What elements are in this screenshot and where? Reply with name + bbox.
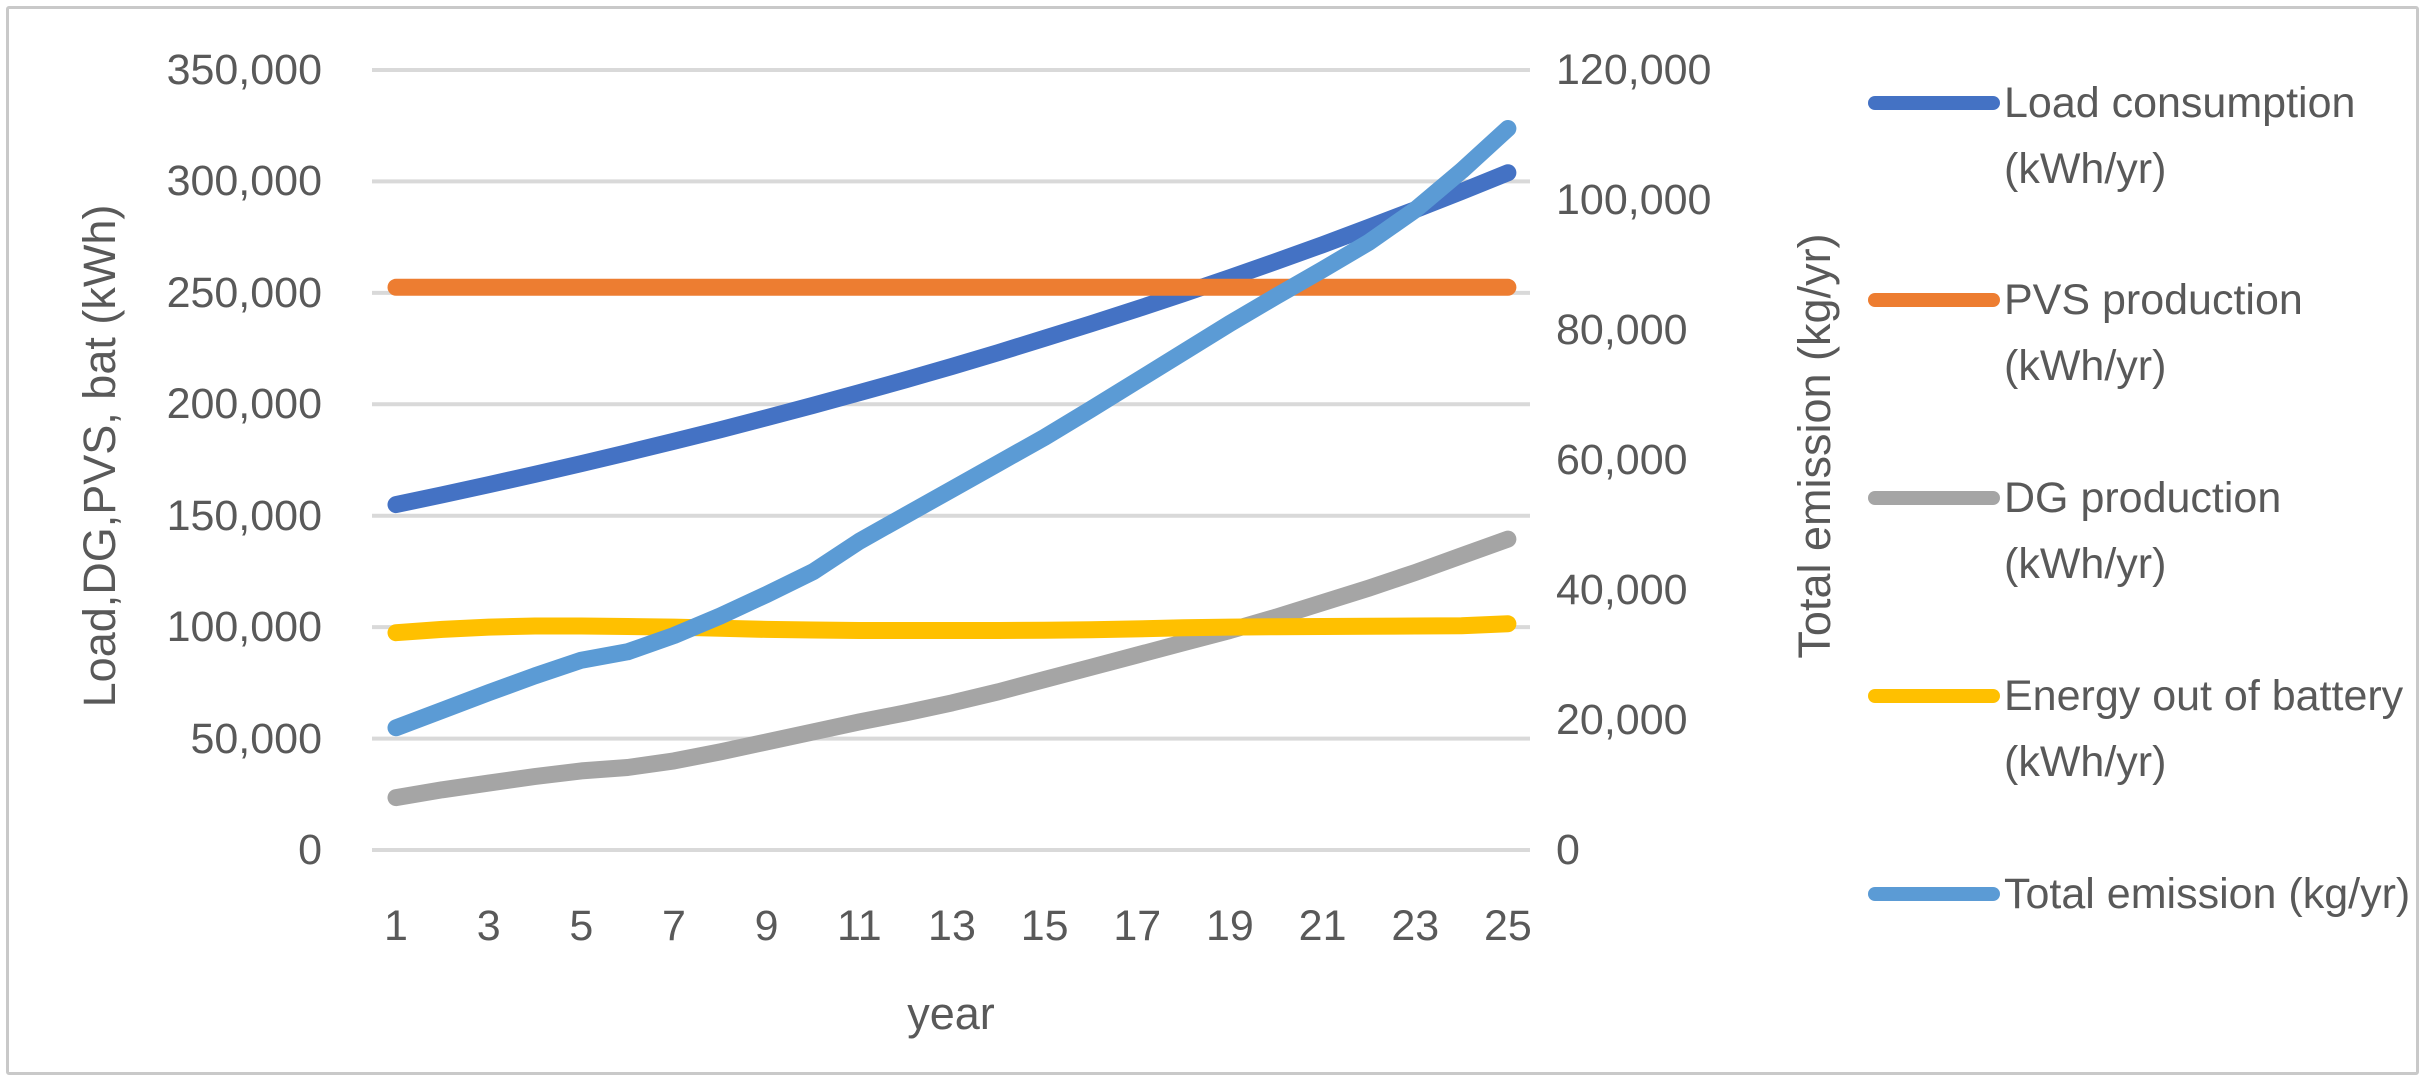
series-line-energy-out-of-battery-kwh-yr <box>387 615 1517 642</box>
right-axis-tick: 0 <box>1556 826 1580 874</box>
legend-swatch-energy-out-of-battery-kwh-yr <box>1868 689 2000 703</box>
legend-label: Load consumption (kWh/yr) <box>2004 79 2356 193</box>
x-axis-tick: 17 <box>1113 902 1162 950</box>
x-axis-tick: 19 <box>1206 902 1254 950</box>
left-axis-tick: 350,000 <box>166 46 322 94</box>
left-axis-tick: 100,000 <box>166 603 322 652</box>
left-axis-tick: 50,000 <box>190 714 322 763</box>
left-axis-title: Load,DG,PVS, bat (kWh) <box>74 204 125 708</box>
legend-label: PVS production (kWh/yr) <box>2004 276 2303 390</box>
right-axis-title: Total emission (kg/yr) <box>1789 233 1840 659</box>
legend-swatch-total-emission-kg-yr <box>1868 887 2000 901</box>
x-axis-tick: 23 <box>1391 902 1440 950</box>
right-axis-tick: 40,000 <box>1556 566 1688 614</box>
legend-label: Energy out of battery (kWh/yr) <box>2004 672 2404 786</box>
legend-swatch-load-consumption-kwh-yr <box>1868 96 2000 110</box>
series-line-total-emission-kg-yr <box>387 120 1517 737</box>
right-axis-tick: 80,000 <box>1556 306 1688 354</box>
right-axis-tick: 120,000 <box>1556 46 1712 94</box>
x-axis-tick: 5 <box>569 902 594 950</box>
series-line-load-consumption-kwh-yr <box>387 164 1517 514</box>
legend-swatch-dg-production-kwh-yr <box>1868 491 2000 505</box>
right-axis-tick: 100,000 <box>1556 176 1712 224</box>
legend-label: Total emission (kg/yr) <box>2004 870 2411 918</box>
x-axis-tick: 15 <box>1020 902 1069 950</box>
x-axis-tick: 13 <box>928 902 976 950</box>
left-axis-tick: 150,000 <box>166 491 322 540</box>
legend-label: DG production (kWh/yr) <box>2004 474 2282 588</box>
x-axis-tick: 21 <box>1298 902 1347 950</box>
chart-frame-border <box>6 6 2419 1075</box>
right-axis-tick: 60,000 <box>1556 436 1688 484</box>
left-axis-tick: 300,000 <box>166 157 322 206</box>
x-axis-tick: 3 <box>476 902 501 950</box>
x-axis-tick: 11 <box>836 902 882 950</box>
left-axis-tick: 0 <box>298 826 322 874</box>
right-axis-tick: 20,000 <box>1556 696 1688 744</box>
series-line-dg-production-kwh-yr <box>387 530 1517 807</box>
x-axis-tick: 7 <box>662 902 686 950</box>
x-axis-tick: 25 <box>1483 902 1532 950</box>
x-axis-tick: 9 <box>754 902 779 950</box>
x-axis-title: year <box>907 988 995 1039</box>
left-axis-tick: 250,000 <box>166 268 322 317</box>
legend-swatch-pvs-production-kwh-yr <box>1868 293 2000 307</box>
left-axis-tick: 200,000 <box>166 380 322 429</box>
x-axis-tick: 1 <box>384 902 408 950</box>
